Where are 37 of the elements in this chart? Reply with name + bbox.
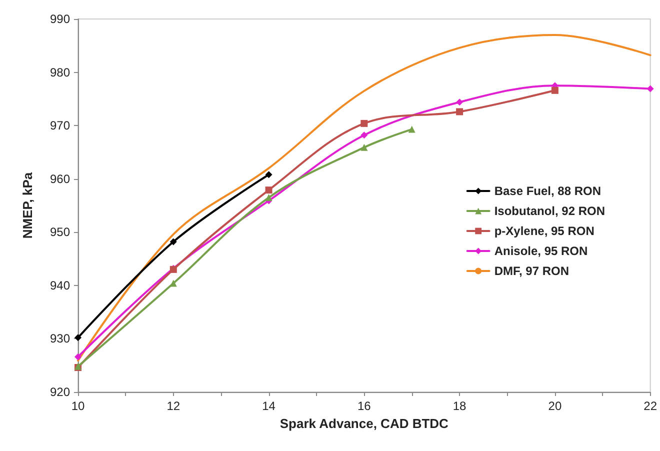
- y-tick-label: 930: [50, 332, 70, 346]
- y-tick-label: 990: [50, 12, 70, 26]
- y-tick-label: 980: [50, 65, 70, 80]
- x-tick-label: 18: [452, 399, 467, 413]
- point: [360, 132, 368, 139]
- y-tick-label: 920: [50, 385, 70, 399]
- y-tick-label: 970: [50, 118, 70, 133]
- point: [265, 186, 272, 194]
- point: [265, 171, 272, 178]
- y-axis-title: NMEP, kPa: [20, 172, 35, 239]
- x-tick-label: 16: [357, 399, 372, 413]
- legend-label: Isobutanol, 92 RON: [494, 204, 606, 218]
- x-tick-label: 22: [644, 399, 658, 413]
- point: [360, 144, 368, 151]
- legend-label: DMF, 97 RON: [494, 264, 570, 278]
- point: [456, 108, 464, 116]
- point: [170, 280, 177, 287]
- point: [265, 194, 272, 202]
- legend-label: Base Fuel, 88 RON: [494, 184, 602, 198]
- x-tick-label: 20: [548, 399, 562, 413]
- y-tick-label: 950: [50, 225, 70, 240]
- point: [170, 238, 177, 246]
- legend-label: p-Xylene, 95 RON: [494, 224, 594, 238]
- x-tick-label: 14: [262, 399, 276, 413]
- point: [456, 98, 464, 106]
- legend-label: Anisole, 95 RON: [494, 244, 588, 258]
- point: [408, 126, 416, 133]
- point: [74, 353, 82, 360]
- y-tick-label: 940: [50, 278, 70, 292]
- x-axis-title: Spark Advance, CAD BTDC: [280, 416, 450, 431]
- point: [74, 334, 82, 342]
- point: [646, 85, 654, 92]
- x-tick-label: 12: [166, 399, 180, 413]
- x-tick-label: 10: [71, 399, 85, 413]
- point: [551, 86, 558, 94]
- y-tick-label: 960: [50, 172, 70, 186]
- point: [360, 120, 368, 127]
